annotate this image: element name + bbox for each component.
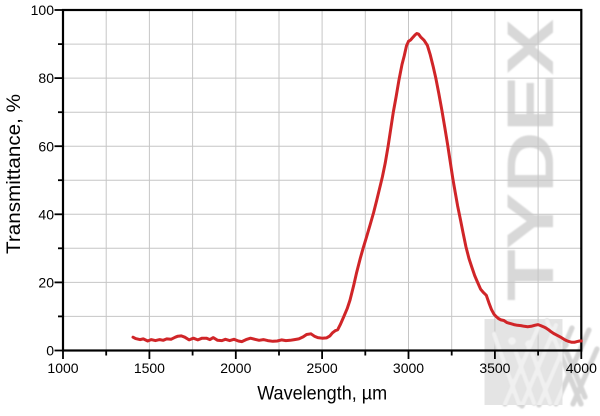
- svg-text:4000: 4000: [566, 360, 597, 376]
- svg-text:20: 20: [38, 275, 54, 291]
- svg-text:Wavelength, µm: Wavelength, µm: [257, 384, 387, 405]
- svg-text:40: 40: [38, 206, 54, 222]
- svg-text:TYDEX: TYDEX: [493, 19, 567, 301]
- svg-text:0: 0: [46, 343, 54, 359]
- svg-text:100: 100: [31, 2, 55, 18]
- svg-text:Transmittance, %: Transmittance, %: [4, 94, 25, 254]
- svg-text:2000: 2000: [220, 360, 251, 376]
- svg-text:1500: 1500: [134, 360, 165, 376]
- svg-text:1000: 1000: [47, 360, 78, 376]
- svg-text:2500: 2500: [307, 360, 338, 376]
- svg-text:3500: 3500: [479, 360, 510, 376]
- svg-text:3000: 3000: [393, 360, 424, 376]
- svg-text:60: 60: [38, 138, 54, 154]
- svg-text:80: 80: [38, 70, 54, 86]
